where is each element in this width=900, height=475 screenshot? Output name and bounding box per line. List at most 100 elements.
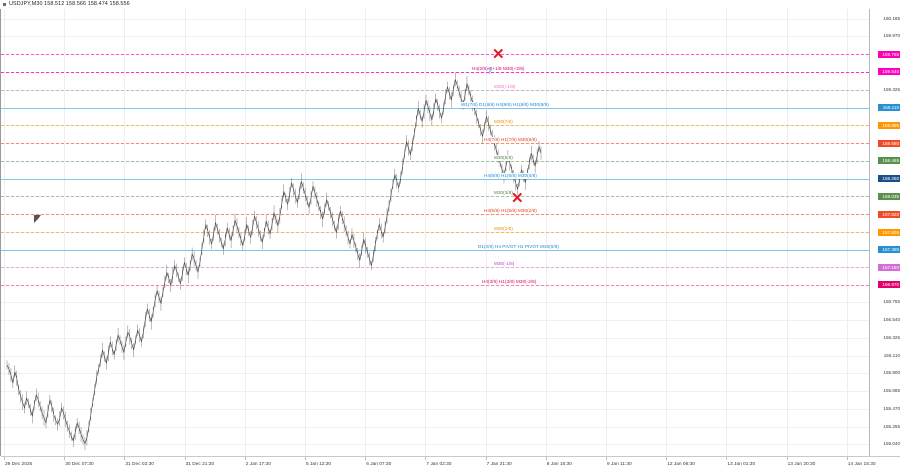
chart-title-bar: USDJPY,M30 158.512 158.566 158.474 158.5… — [0, 0, 900, 9]
level-label-L10: H4(5/8) H1(5/8) M30(2/8) — [483, 208, 538, 215]
time-tick-mark — [184, 457, 186, 460]
gridline-horizontal — [1, 302, 869, 304]
gridline-horizontal — [1, 408, 869, 410]
price-tick-label: 155.255 — [883, 423, 900, 429]
time-tick-label: 2 Jan 17:30 — [245, 462, 271, 467]
price-tick-label: 155.685 — [883, 388, 900, 394]
level-label-L8: H4(6/8) H1(6/8) M30(4/8) — [483, 172, 538, 179]
price-level-badge-L14[interactable]: 156.970 — [878, 281, 900, 289]
level-line-L5 — [1, 125, 869, 127]
price-tick-label: 156.110 — [883, 352, 900, 358]
time-tick-label: 31 Dec 21:30 — [185, 462, 215, 467]
time-tick-mark — [64, 457, 66, 460]
price-level-badge-L11[interactable]: 157.605 — [878, 228, 900, 236]
price-line-series — [6, 72, 542, 451]
gridline-horizontal — [1, 320, 869, 322]
level-line-L12 — [1, 249, 869, 251]
level-label-L12: D1(0/8) H4 PIVOT H1 PIVOT M30(0/8) — [477, 243, 560, 250]
time-tick-mark — [726, 457, 728, 460]
price-tick-label: 155.470 — [883, 405, 900, 411]
time-tick-mark — [124, 457, 126, 460]
level-label-L14: H4(3/8) H1(3/8) M30(-2/8) — [481, 278, 538, 285]
time-tick-label: 29 Dec 2025 — [5, 462, 33, 467]
level-line-L8 — [1, 178, 869, 180]
level-label-L7: M30(5/8) — [493, 154, 514, 161]
gridline-horizontal — [1, 444, 869, 446]
price-level-badge-L12[interactable]: 157.390 — [878, 246, 900, 254]
price-tick-label: 155.040 — [883, 441, 900, 447]
gridline-horizontal — [1, 355, 869, 357]
time-tick-label: 30 Dec 07:30 — [65, 462, 94, 467]
chart-title: USDJPY,M30 158.512 158.566 158.474 158.5… — [9, 1, 130, 7]
level-label-L9: M30(3/8) — [493, 190, 514, 197]
price-plot-area[interactable]: H4(2/8) C+1/8 M30(+2/8) M30(+1/8) W1(7/8) … — [1, 9, 869, 456]
level-line-L13 — [1, 267, 869, 269]
time-tick-label: 9 Jan 11:30 — [607, 462, 632, 467]
price-level-badge-L6[interactable]: 158.680 — [878, 139, 900, 147]
gridline-horizontal — [1, 36, 869, 38]
time-tick-label: 7 Jan 21:30 — [486, 462, 512, 467]
time-tick-mark — [305, 457, 306, 460]
gridline-horizontal — [1, 373, 869, 375]
level-line-L9 — [1, 196, 869, 198]
level-label-L6: H4(7/8) H1(7/8) M30(6/8) — [483, 137, 538, 144]
time-tick-label: 7 Jan 02:30 — [426, 462, 452, 467]
mouse-cursor-icon — [34, 215, 41, 224]
price-axis[interactable]: 160.185 159.970 159.755 159.540 159.325 159.1… — [869, 9, 900, 456]
level-line-L2 — [1, 71, 869, 73]
time-tick-label: 13 Jan 01:30 — [727, 462, 756, 467]
time-axis[interactable]: 29 Dec 2025 30 Dec 07:30 31 Dec 02:30 31 De… — [1, 456, 900, 475]
level-label-L11: M30(1/8) — [493, 226, 514, 233]
time-tick-label: 12 Jan 06:30 — [667, 462, 695, 467]
level-label-L5: M30(7/8) — [493, 119, 514, 126]
price-tick-label: 156.540 — [883, 317, 900, 323]
level-line-L14 — [1, 284, 869, 286]
time-tick-mark — [846, 457, 848, 460]
time-tick-label: 31 Dec 02:30 — [125, 462, 154, 467]
time-tick-mark — [666, 457, 668, 460]
price-level-badge-L4[interactable]: 159.110 — [878, 104, 900, 111]
price-level-badge-L2[interactable]: 159.540 — [878, 68, 900, 76]
price-level-badge-L5[interactable]: 158.895 — [878, 121, 900, 129]
price-tick-label: 156.755 — [883, 299, 900, 305]
question-marker-icon: ? — [487, 66, 493, 76]
level-line-L1 — [1, 54, 869, 56]
level-line-L3 — [1, 89, 869, 91]
time-tick-label: 8 Jan 16:30 — [546, 462, 572, 467]
time-tick-mark — [365, 457, 367, 460]
time-tick-mark — [4, 457, 5, 460]
gridline-horizontal — [1, 338, 869, 340]
x-cross-marker-icon: ✕ — [511, 190, 524, 207]
price-level-badge-L10[interactable]: 157.820 — [878, 210, 900, 218]
time-tick-label: 14 Jan 15:30 — [847, 462, 876, 467]
price-level-badge-L9[interactable]: 158.035 — [878, 192, 900, 200]
price-level-badge-L8[interactable]: 158.250 — [878, 175, 900, 183]
price-tick-label: 155.900 — [883, 370, 900, 376]
level-line-L11 — [1, 232, 869, 234]
time-tick-mark — [545, 457, 547, 460]
time-tick-label: 6 Jan 07:30 — [366, 462, 392, 467]
level-label-L13: M30(-1/8) — [493, 261, 516, 268]
level-label-L4: W1(7/8) D1(8/8) H4(8/8) H1(8/8) M30(8/8) — [460, 101, 550, 108]
gridline-horizontal — [1, 391, 869, 393]
price-level-badge-L1[interactable]: 159.755 — [878, 50, 900, 58]
price-tick-label: 156.325 — [883, 335, 900, 341]
time-tick-mark — [606, 457, 607, 460]
time-tick-mark — [425, 457, 427, 460]
time-tick-mark — [485, 457, 487, 460]
time-tick-label: 13 Jan 20:30 — [787, 462, 816, 467]
chart-symbol-icon — [3, 3, 6, 6]
price-level-badge-L7[interactable]: 158.465 — [878, 157, 900, 165]
gridline-horizontal — [1, 426, 869, 428]
level-line-L6 — [1, 143, 869, 145]
level-label-L3: M30(+1/8) — [493, 83, 517, 90]
price-tick-label: 159.970 — [883, 33, 900, 39]
price-tick-label: 160.185 — [883, 15, 900, 21]
time-tick-label: 5 Jan 12:30 — [306, 462, 332, 467]
level-line-L10 — [1, 214, 869, 216]
gridline-horizontal — [1, 18, 869, 20]
price-level-badge-L13[interactable]: 157.180 — [878, 263, 900, 271]
plot-left-border — [0, 9, 1, 456]
level-line-L7 — [1, 160, 869, 162]
